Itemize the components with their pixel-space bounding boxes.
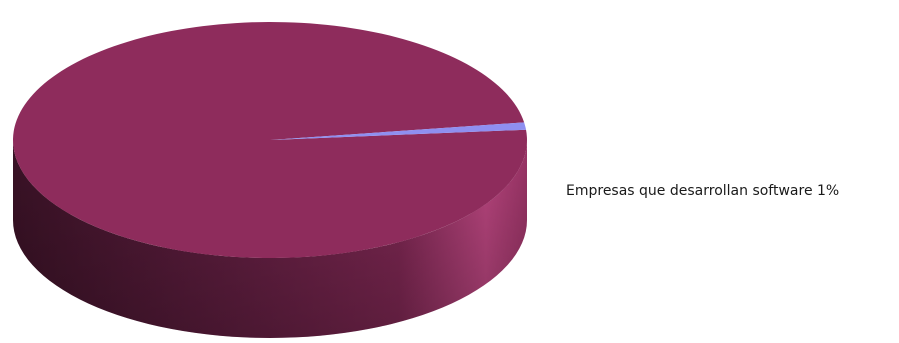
pie-slice-label-1: Empresas que desarrollan software 1% bbox=[566, 183, 839, 199]
pie-labels-layer: Empresas que desarrollan software 1% bbox=[566, 183, 839, 199]
pie-slice-1 bbox=[270, 122, 527, 140]
pie-side-layer bbox=[13, 140, 527, 338]
pie-side-shade bbox=[13, 140, 527, 338]
pie-top-layer bbox=[13, 22, 528, 259]
pie-slice-0 bbox=[13, 22, 528, 259]
